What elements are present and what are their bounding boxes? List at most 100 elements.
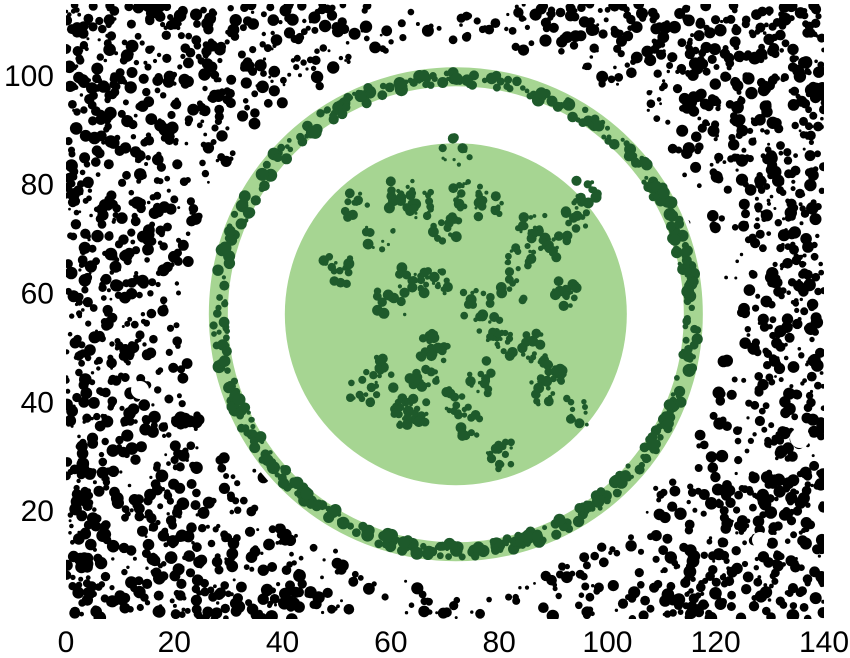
black-cluster-blob xyxy=(558,48,565,55)
black-cluster-blob xyxy=(710,222,721,234)
black-cluster-blob xyxy=(810,252,819,261)
black-cluster-blob xyxy=(697,116,702,121)
black-cluster-blob xyxy=(103,159,114,170)
disk-cluster-blob xyxy=(485,338,490,343)
black-cluster-blob xyxy=(584,62,592,71)
black-cluster-blob xyxy=(98,457,108,467)
ring-cluster-blob xyxy=(277,478,288,489)
black-cluster-blob xyxy=(760,153,766,159)
black-cluster-blob xyxy=(270,34,283,46)
black-cluster-blob xyxy=(172,336,182,347)
black-cluster-blob xyxy=(682,14,691,23)
black-cluster-blob xyxy=(81,527,87,533)
black-cluster-blob xyxy=(769,194,774,199)
black-cluster-blob xyxy=(145,113,158,125)
ring-cluster-blob xyxy=(596,487,606,496)
disk-cluster-blob xyxy=(378,307,390,319)
black-cluster-blob xyxy=(68,180,76,188)
black-cluster-blob xyxy=(725,58,735,68)
black-cluster-blob xyxy=(783,148,792,157)
black-cluster-blob xyxy=(813,66,824,78)
black-cluster-blob xyxy=(145,155,151,161)
disk-cluster-blob xyxy=(358,191,363,196)
black-cluster-blob xyxy=(707,94,717,103)
black-cluster-blob xyxy=(268,65,281,78)
black-cluster-blob xyxy=(196,100,203,107)
black-cluster-blob xyxy=(146,308,157,319)
black-cluster-blob xyxy=(104,195,112,203)
black-cluster-blob xyxy=(298,555,304,561)
black-cluster-blob xyxy=(96,366,101,371)
black-cluster-blob xyxy=(778,12,792,26)
ring-cluster-blob xyxy=(492,83,501,92)
black-cluster-blob xyxy=(572,8,578,14)
black-cluster-blob xyxy=(153,590,164,601)
ring-cluster-blob xyxy=(274,472,280,478)
black-cluster-blob xyxy=(155,469,169,483)
black-cluster-blob xyxy=(122,99,129,106)
ring-cluster-blob xyxy=(515,539,523,547)
x-tick-label: 80 xyxy=(482,626,515,658)
disk-cluster-blob xyxy=(491,193,497,199)
black-cluster-blob xyxy=(651,38,657,44)
black-cluster-blob xyxy=(719,506,729,516)
y-tick-label: 20 xyxy=(21,495,54,528)
black-cluster-blob xyxy=(69,232,78,241)
disk-cluster-blob xyxy=(352,396,356,400)
ring-cluster-blob xyxy=(565,97,571,103)
disk-cluster-blob xyxy=(402,270,412,280)
disk-cluster-blob xyxy=(542,359,553,370)
black-cluster-blob xyxy=(237,110,249,122)
disk-cluster-blob xyxy=(402,203,412,212)
black-cluster-blob xyxy=(748,471,756,478)
black-cluster-blob xyxy=(750,238,761,249)
disk-cluster-blob xyxy=(546,374,550,378)
black-cluster-blob xyxy=(286,4,294,8)
black-cluster-blob xyxy=(90,371,95,375)
black-cluster-blob xyxy=(156,52,162,58)
black-cluster-blob xyxy=(749,270,758,279)
disk-cluster-blob xyxy=(591,186,598,193)
ring-cluster-blob xyxy=(342,103,351,112)
ring-cluster-blob xyxy=(582,106,589,114)
black-cluster-blob xyxy=(441,607,452,618)
x-axis-ticks: 0 20 40 60 80 100 120 140 xyxy=(58,626,849,658)
black-cluster-blob xyxy=(721,359,728,366)
black-cluster-blob xyxy=(133,113,138,118)
black-cluster-blob xyxy=(735,168,739,172)
ring-cluster-blob xyxy=(297,136,308,147)
ring-cluster-blob xyxy=(358,521,368,531)
black-cluster-blob xyxy=(153,605,166,618)
y-tick-label: 60 xyxy=(21,277,54,310)
disk-cluster-blob xyxy=(582,404,588,410)
black-cluster-blob xyxy=(555,7,566,18)
disk-cluster-blob xyxy=(476,389,480,394)
black-cluster-blob xyxy=(130,320,139,329)
black-cluster-blob xyxy=(166,188,171,193)
black-cluster-blob xyxy=(154,87,161,94)
black-cluster-blob xyxy=(817,607,824,619)
black-cluster-blob xyxy=(779,287,787,294)
black-cluster-blob xyxy=(771,568,780,578)
ring-cluster-blob xyxy=(218,316,230,328)
disk-cluster-blob xyxy=(438,144,447,153)
disk-cluster-blob xyxy=(462,407,467,413)
disk-cluster-blob xyxy=(546,237,551,241)
black-cluster-blob xyxy=(718,537,729,548)
black-cluster-blob xyxy=(665,119,671,125)
black-cluster-blob xyxy=(80,106,88,114)
black-cluster-blob xyxy=(518,15,526,22)
black-cluster-blob xyxy=(769,316,777,324)
black-cluster-blob xyxy=(575,569,585,579)
ring-cluster-blob xyxy=(268,169,274,174)
black-cluster-blob xyxy=(809,592,822,605)
black-cluster-blob xyxy=(760,295,773,308)
black-cluster-blob xyxy=(165,348,173,356)
black-cluster-blob xyxy=(707,462,719,474)
black-cluster-blob xyxy=(749,503,757,512)
black-cluster-blob xyxy=(684,526,694,535)
black-cluster-blob xyxy=(134,150,146,162)
ring-cluster-blob xyxy=(472,542,485,555)
black-cluster-blob xyxy=(818,187,824,194)
ring-cluster-blob xyxy=(393,77,406,90)
